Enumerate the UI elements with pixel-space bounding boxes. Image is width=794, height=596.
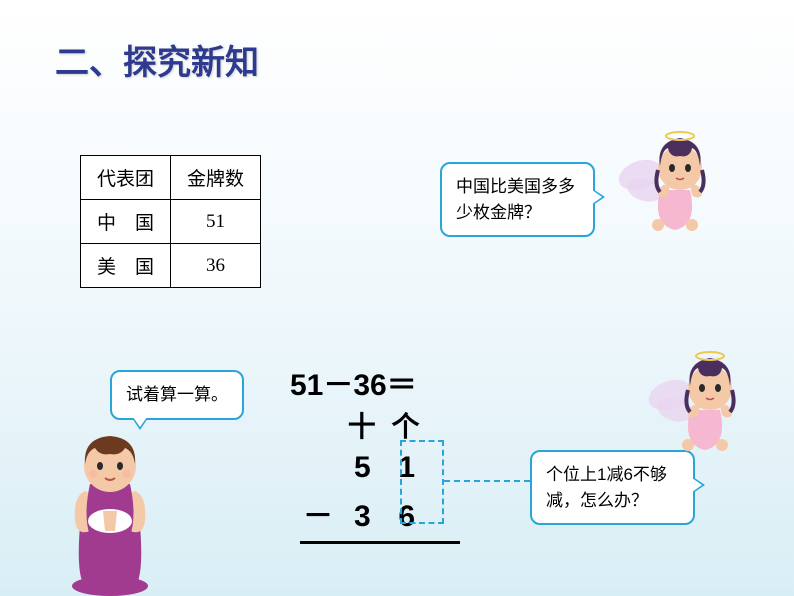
minuend-row: 5 1 [300, 451, 460, 485]
subtrahend-row: － 3 6 [300, 491, 460, 535]
tens-label: 十 [344, 405, 380, 445]
table-row: 美 国 36 [81, 244, 261, 288]
equation: 51－36＝ [290, 360, 417, 404]
ones-label: 个 [388, 405, 424, 445]
cell-country: 美 国 [81, 244, 171, 288]
medal-table: 代表团 金牌数 中 国 51 美 国 36 [80, 155, 261, 288]
subtraction-rule [300, 541, 460, 544]
connector-line [444, 480, 530, 482]
subtrahend-ones: 6 [389, 500, 425, 534]
table-row: 中 国 51 [81, 200, 261, 244]
place-value-labels: 十 个 [300, 405, 460, 445]
speech-bubble-hint: 试着算一算。 [110, 370, 244, 420]
section-heading: 二、探究新知 [55, 35, 259, 84]
speech-bubble-followup: 个位上1减6不够减，怎么办？ [530, 450, 695, 525]
cell-medals: 51 [171, 200, 261, 244]
cell-country: 中 国 [81, 200, 171, 244]
table-header-team: 代表团 [81, 156, 171, 200]
column-subtraction: 十 个 5 1 － 3 6 [300, 405, 460, 544]
minuend-ones: 1 [389, 451, 425, 485]
operator-minus: － [300, 491, 336, 535]
fairy-illustration-1 [610, 130, 730, 240]
teacher-illustration [35, 426, 185, 596]
subtrahend-tens: 3 [344, 500, 380, 534]
cell-medals: 36 [171, 244, 261, 288]
minuend-tens: 5 [344, 451, 380, 485]
table-header-medals: 金牌数 [171, 156, 261, 200]
fairy-illustration-2 [640, 350, 760, 460]
speech-bubble-question: 中国比美国多多少枚金牌？ [440, 162, 595, 237]
